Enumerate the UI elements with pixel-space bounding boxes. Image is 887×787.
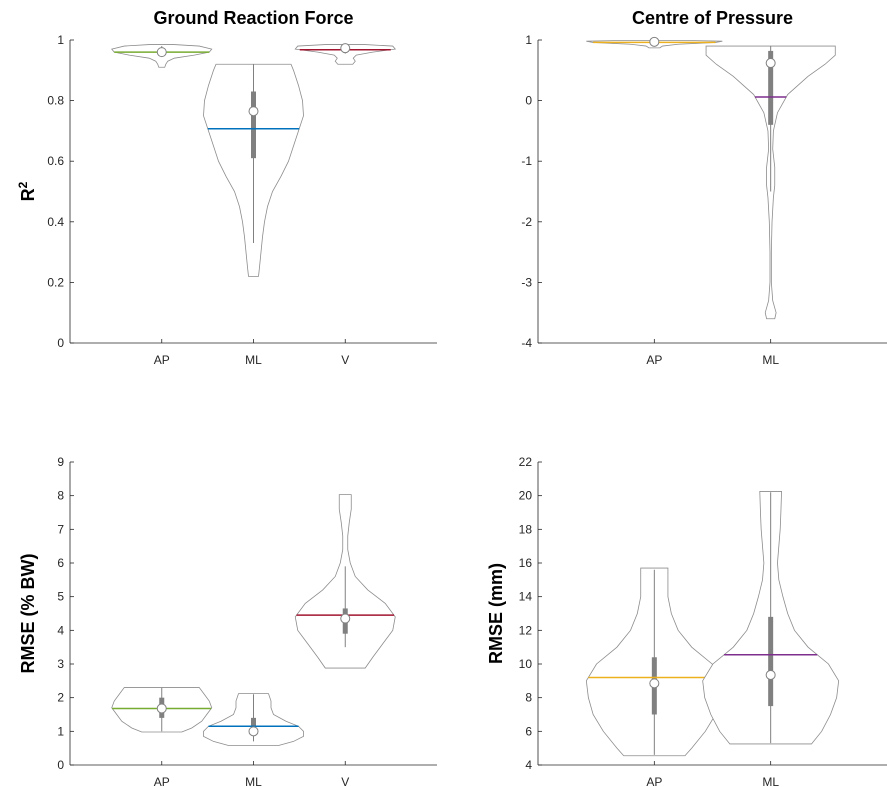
y-tick-label: 22	[519, 455, 533, 469]
violin-ml-median-marker	[765, 669, 776, 680]
panel-title: Centre of Pressure	[632, 8, 793, 28]
violin-v-median-marker	[340, 613, 351, 624]
y-tick-label: 0	[525, 94, 532, 108]
violin-ap-median-marker	[649, 36, 660, 47]
panel-centre-of-pressure-r2: -4 -3 -2 -1 0 1 AP ML Centre of Pressure	[521, 8, 887, 367]
y-tick-label: 10	[519, 657, 533, 671]
violin-v-median-marker	[340, 43, 351, 54]
x-tick-label-ml: ML	[762, 353, 779, 367]
violin-ml-median-marker	[248, 106, 259, 117]
y-axis-label: RMSE (% BW)	[18, 554, 38, 674]
violin-ml-iqr-box	[768, 616, 774, 707]
y-tick-label: -1	[521, 154, 532, 168]
violin-ml-median-marker	[765, 58, 776, 69]
y-tick-label: -4	[521, 336, 532, 350]
y-tick-label: 0.6	[47, 154, 64, 168]
y-tick-label: 9	[57, 455, 64, 469]
y-tick-label: -2	[521, 215, 532, 229]
y-tick-label: 8	[525, 691, 532, 705]
y-axis-label: R2	[16, 181, 38, 201]
y-tick-label: 4	[57, 623, 64, 637]
violin-ap-median-marker	[649, 678, 660, 689]
y-tick-label: 12	[519, 623, 533, 637]
x-tick-label-ap: AP	[154, 353, 170, 367]
y-tick-label: 0.4	[47, 215, 64, 229]
y-tick-label: 14	[519, 590, 533, 604]
violin-ml-iqr-box	[768, 50, 774, 125]
panel-ground-reaction-force-rmse: 0 1 2 3 4 5 6 7 8 9 AP ML V RMSE (% BW)	[18, 455, 437, 787]
x-tick-label-ap: AP	[646, 353, 662, 367]
y-tick-label: 18	[519, 522, 533, 536]
y-tick-label: 8	[57, 489, 64, 503]
y-axis-label-superscript: 2	[16, 181, 30, 188]
x-tick-label-ml: ML	[245, 353, 262, 367]
violin-ap-median-marker	[156, 703, 167, 714]
x-tick-label-ap: AP	[154, 775, 170, 787]
panel-centre-of-pressure-rmse: 4 6 8 10 12 14 16 18 20 22 AP ML RMSE (mm)	[486, 455, 887, 787]
y-tick-label: 16	[519, 556, 533, 570]
y-tick-label: 20	[519, 489, 533, 503]
y-tick-label: 1	[57, 724, 64, 738]
x-tick-label-v: V	[341, 353, 349, 367]
y-tick-label: -3	[521, 275, 532, 289]
y-tick-label: 2	[57, 691, 64, 705]
violin-ml-iqr-box	[251, 91, 256, 159]
violin-ap-median-marker	[156, 47, 167, 58]
y-tick-label: 7	[57, 522, 64, 536]
y-tick-label: 4	[525, 758, 532, 772]
y-tick-label: 6	[525, 724, 532, 738]
y-tick-label: 3	[57, 657, 64, 671]
y-tick-label: 0.2	[47, 275, 64, 289]
x-tick-label-v: V	[341, 775, 349, 787]
x-tick-label-ml: ML	[245, 775, 262, 787]
panel-ground-reaction-force-r2: 0 0.2 0.4 0.6 0.8 1 AP ML V Ground Reaction Force…	[16, 8, 437, 367]
y-tick-label: 6	[57, 556, 64, 570]
y-tick-label: 5	[57, 590, 64, 604]
y-tick-label: 1	[57, 33, 64, 47]
violin-ml-median-marker	[248, 726, 259, 737]
x-tick-label-ap: AP	[646, 775, 662, 787]
y-tick-label: 0	[57, 336, 64, 350]
y-tick-label: 0	[57, 758, 64, 772]
x-tick-label-ml: ML	[762, 775, 779, 787]
y-tick-label: 0.8	[47, 94, 64, 108]
y-tick-label: 1	[525, 33, 532, 47]
y-axis-label: RMSE (mm)	[486, 563, 506, 664]
panel-title: Ground Reaction Force	[153, 8, 353, 28]
